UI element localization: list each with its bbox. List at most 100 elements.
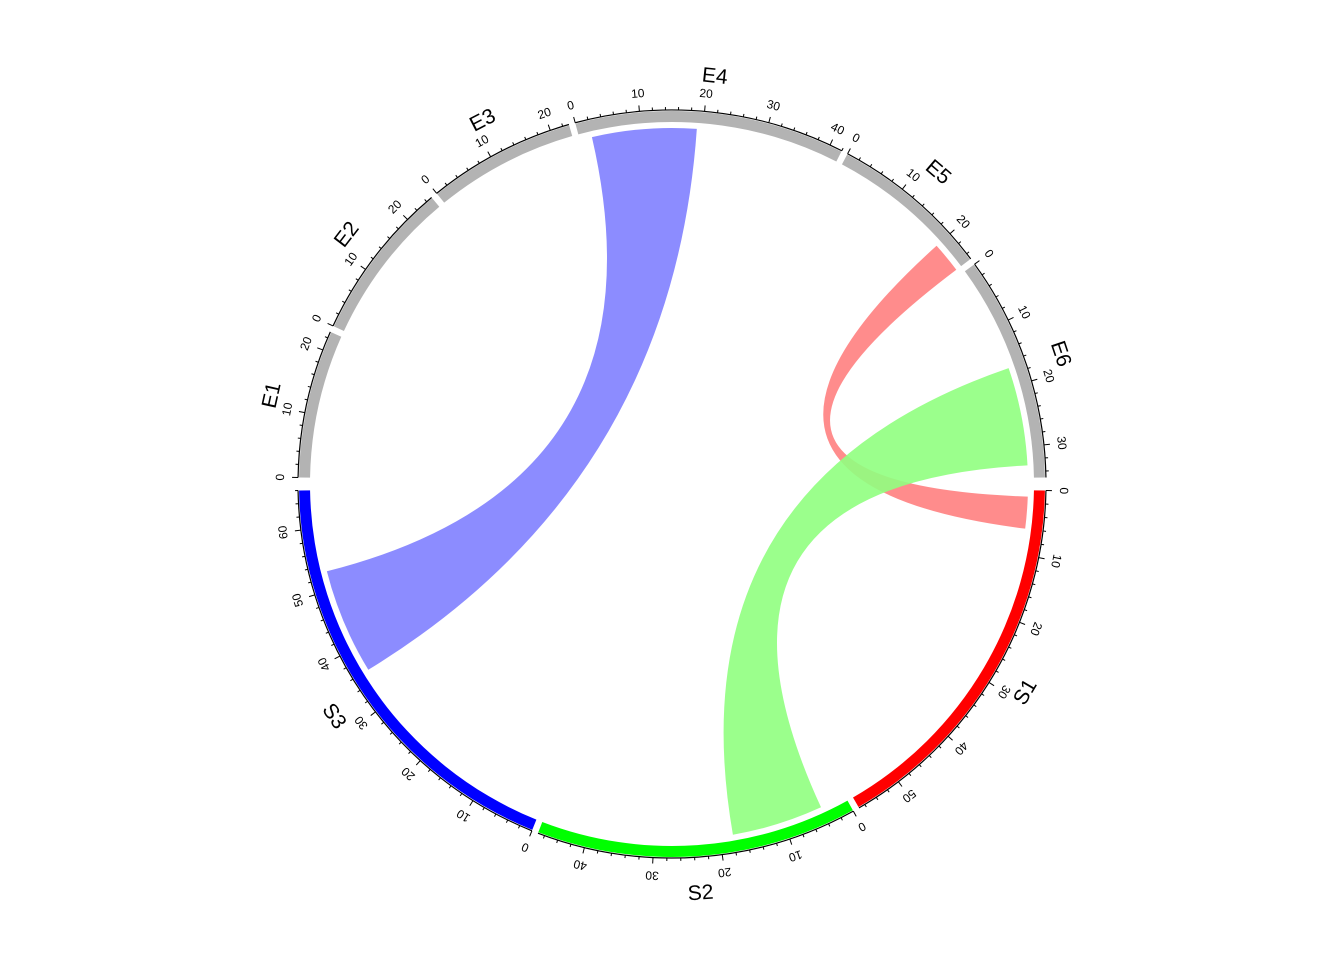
tick-label-e6: 20 bbox=[1040, 368, 1057, 385]
minor-tick bbox=[912, 194, 915, 198]
minor-tick bbox=[958, 241, 962, 244]
tick-label-e2: 20 bbox=[385, 197, 405, 217]
minor-tick bbox=[815, 829, 818, 833]
minor-tick bbox=[742, 113, 745, 117]
tick-label-e6: 0 bbox=[982, 247, 997, 261]
minor-tick bbox=[424, 199, 428, 203]
minor-tick bbox=[776, 842, 778, 847]
tick-label-s2: 30 bbox=[645, 868, 659, 883]
minor-tick bbox=[524, 136, 527, 140]
minor-tick bbox=[569, 843, 572, 848]
tick-label-s1: 10 bbox=[1048, 553, 1064, 569]
minor-tick bbox=[921, 203, 925, 207]
tick-label-s1: 0 bbox=[1057, 487, 1071, 494]
minor-tick bbox=[965, 715, 969, 718]
minor-tick bbox=[940, 221, 944, 225]
sector-label-s2: S2 bbox=[687, 881, 714, 906]
minor-tick bbox=[398, 741, 402, 745]
minor-tick bbox=[599, 113, 602, 117]
tick-label-e3: 10 bbox=[473, 132, 492, 151]
major-tick bbox=[704, 105, 706, 112]
major-tick bbox=[1007, 316, 1014, 321]
minor-tick bbox=[805, 131, 808, 136]
tick-label-e4: 10 bbox=[631, 86, 646, 101]
tick-label-e3: 0 bbox=[418, 172, 432, 187]
major-tick bbox=[415, 760, 421, 766]
major-tick bbox=[317, 347, 324, 351]
minor-tick bbox=[966, 251, 970, 255]
minor-tick bbox=[343, 667, 347, 670]
minor-tick bbox=[891, 178, 895, 182]
axis-e6 bbox=[974, 263, 1047, 478]
major-tick bbox=[847, 148, 851, 155]
minor-tick bbox=[908, 773, 912, 776]
chord-s1-e5 bbox=[823, 245, 1028, 529]
minor-tick bbox=[981, 693, 985, 696]
minor-tick bbox=[918, 764, 922, 768]
minor-tick bbox=[355, 278, 359, 281]
minor-tick bbox=[1002, 658, 1006, 661]
axes-layer bbox=[292, 105, 1052, 864]
minor-tick bbox=[542, 835, 545, 839]
tick-label-s3: 50 bbox=[289, 591, 306, 608]
major-tick bbox=[360, 265, 366, 270]
minor-tick bbox=[350, 678, 354, 682]
tick-label-s2: 0 bbox=[855, 819, 868, 835]
tick-label-s1: 20 bbox=[1027, 620, 1045, 638]
major-tick bbox=[469, 800, 474, 806]
sector-label-s1: S1 bbox=[1009, 675, 1042, 709]
major-tick bbox=[298, 410, 305, 414]
major-tick bbox=[487, 151, 492, 158]
minor-tick bbox=[448, 785, 452, 789]
tick-label-s2: 10 bbox=[787, 847, 804, 865]
minor-tick bbox=[556, 839, 559, 844]
labels-layer: 0 10 20 30 40 50 S1 0 10 20 30 40 S2 0 10 20 30 40 50 60 S3 0… bbox=[258, 63, 1076, 905]
minor-tick bbox=[500, 147, 503, 151]
tick-label-e2: 10 bbox=[341, 249, 360, 268]
sector-label-e6: E6 bbox=[1046, 338, 1076, 370]
major-tick bbox=[1019, 621, 1026, 625]
major-tick bbox=[573, 116, 576, 123]
minor-tick bbox=[505, 819, 509, 823]
minor-tick bbox=[357, 689, 361, 693]
major-tick bbox=[852, 810, 857, 817]
minor-tick bbox=[370, 256, 374, 260]
tick-label-e4: 40 bbox=[829, 120, 847, 138]
tick-label-e4: 30 bbox=[765, 97, 782, 114]
major-tick bbox=[638, 105, 640, 112]
tick-label-e4: 0 bbox=[565, 98, 575, 113]
sector-label-e1: E1 bbox=[258, 380, 286, 410]
major-tick bbox=[308, 594, 315, 598]
major-tick bbox=[547, 124, 551, 131]
major-tick bbox=[334, 655, 341, 660]
sector-e3 bbox=[437, 125, 573, 203]
minor-tick bbox=[482, 807, 485, 811]
minor-tick bbox=[387, 236, 391, 240]
minor-tick bbox=[780, 123, 783, 127]
minor-tick bbox=[324, 336, 328, 339]
minor-tick bbox=[304, 398, 308, 401]
minor-tick bbox=[840, 817, 843, 821]
sector-label-e5: E5 bbox=[921, 155, 955, 189]
sector-s3 bbox=[299, 490, 537, 830]
tick-label-s2: 20 bbox=[717, 865, 732, 881]
minor-tick bbox=[749, 849, 751, 853]
minor-tick bbox=[315, 360, 319, 363]
minor-tick bbox=[762, 846, 765, 850]
major-tick bbox=[947, 735, 953, 741]
major-tick bbox=[327, 322, 334, 327]
minor-tick bbox=[536, 131, 539, 136]
minor-tick bbox=[331, 643, 335, 646]
chord-s2-e6 bbox=[723, 368, 1028, 835]
sectors-layer bbox=[299, 110, 1045, 858]
sector-label-s3: S3 bbox=[317, 699, 351, 733]
minor-tick bbox=[307, 385, 311, 388]
tick-label-e1: 0 bbox=[273, 473, 287, 480]
tick-label-e1: 10 bbox=[279, 401, 295, 417]
minor-tick bbox=[1018, 342, 1022, 345]
minor-tick bbox=[381, 721, 385, 725]
major-tick bbox=[721, 854, 724, 861]
sector-e2 bbox=[333, 198, 440, 332]
minor-tick bbox=[325, 631, 329, 634]
